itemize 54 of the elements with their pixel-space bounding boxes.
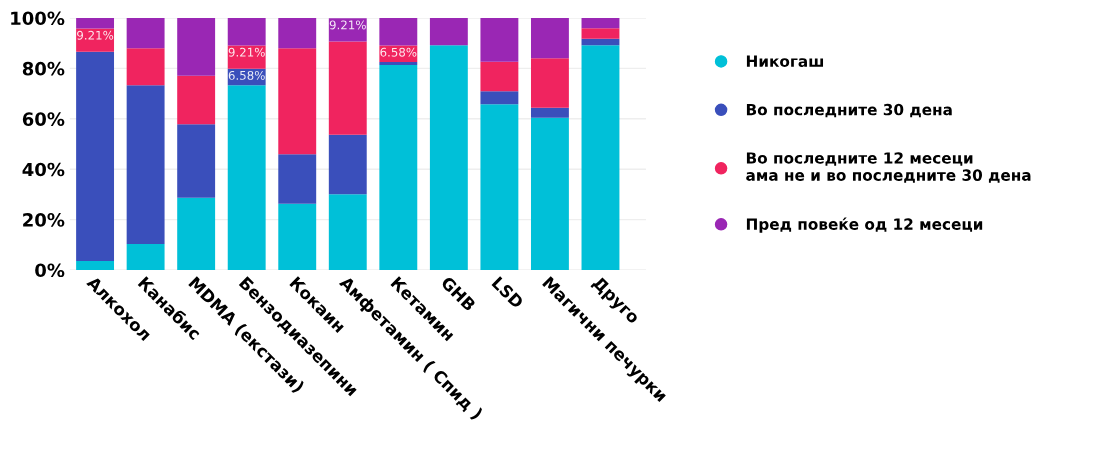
bar: [76, 18, 115, 29]
bar: [328, 194, 367, 270]
data-label: 6.58%: [380, 47, 417, 57]
y-tick-label: 80%: [22, 61, 65, 76]
bar: [126, 48, 165, 86]
data-label: 9.21%: [329, 20, 366, 30]
bar: [429, 45, 468, 270]
bar: [328, 134, 367, 195]
bar: [328, 18, 367, 42]
bar: [581, 45, 620, 270]
bar: [530, 58, 569, 108]
bar: [581, 28, 620, 39]
data-label: 6.58%: [228, 70, 265, 80]
bar: [530, 107, 569, 118]
legend-label: Никогаш: [746, 55, 824, 67]
bar: [530, 18, 569, 59]
bar: [227, 18, 266, 46]
bar: [177, 197, 216, 270]
y-tick-label: 0%: [35, 263, 65, 278]
bar: [177, 124, 216, 198]
legend-label: Во последните 30 дена: [746, 103, 952, 118]
bar: [126, 85, 165, 245]
bar: [227, 45, 266, 69]
y-tick-label: 40%: [22, 162, 65, 177]
bar: [328, 41, 367, 135]
bar: [278, 203, 317, 270]
data-label: 9.21%: [77, 30, 114, 40]
bar: [480, 91, 519, 105]
bar: [278, 18, 317, 49]
y-tick-label: 100%: [11, 11, 65, 26]
bar: [480, 18, 519, 62]
bar: [177, 75, 216, 125]
bar: [581, 38, 620, 46]
bar: [480, 104, 519, 270]
bar: [76, 260, 115, 270]
bar: [379, 18, 418, 46]
bar: [76, 51, 115, 261]
legend-label: Пред повеќе од 12 месеци: [746, 217, 983, 233]
bar: [379, 62, 418, 66]
bar: [126, 18, 165, 49]
data-label: 9.21%: [228, 47, 265, 57]
bar: [126, 244, 165, 270]
legend-label: Во последните 12 месеци ама не и во последните 30 дена: [746, 152, 1031, 183]
bar: [581, 18, 620, 29]
bar: [278, 154, 317, 204]
bar: [480, 61, 519, 92]
y-tick-label: 20%: [23, 213, 65, 227]
bar: [278, 48, 317, 155]
y-tick-label: 60%: [22, 112, 65, 126]
bar: [227, 85, 266, 270]
bar: [379, 65, 418, 270]
bar: [429, 18, 468, 46]
bar: [530, 117, 569, 270]
bar: [177, 18, 216, 76]
